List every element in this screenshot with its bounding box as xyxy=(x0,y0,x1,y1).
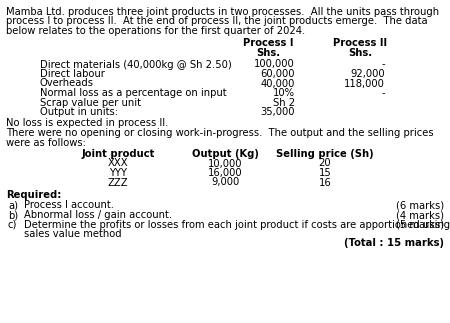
Text: (5 marks): (5 marks) xyxy=(396,220,444,230)
Text: c): c) xyxy=(8,220,18,230)
Text: YYY: YYY xyxy=(109,168,127,178)
Text: Sh 2: Sh 2 xyxy=(273,98,295,108)
Text: Overheads: Overheads xyxy=(40,78,94,89)
Text: b): b) xyxy=(8,210,18,220)
Text: (6 marks): (6 marks) xyxy=(396,201,444,211)
Text: a): a) xyxy=(8,201,18,211)
Text: sales value method: sales value method xyxy=(24,229,122,239)
Text: 20: 20 xyxy=(319,159,331,169)
Text: 35,000: 35,000 xyxy=(261,107,295,117)
Text: 10,000: 10,000 xyxy=(208,159,242,169)
Text: Direct materials (40,000kg @ Sh 2.50): Direct materials (40,000kg @ Sh 2.50) xyxy=(40,59,232,69)
Text: There were no opening or closing work-in-progress.  The output and the selling p: There were no opening or closing work-in… xyxy=(6,128,434,138)
Text: 118,000: 118,000 xyxy=(344,78,385,89)
Text: were as follows:: were as follows: xyxy=(6,138,86,148)
Text: ZZZ: ZZZ xyxy=(108,178,128,187)
Text: Determine the profits or losses from each joint product if costs are apportioned: Determine the profits or losses from eac… xyxy=(24,220,450,230)
Text: 10%: 10% xyxy=(273,88,295,98)
Text: 100,000: 100,000 xyxy=(254,59,295,69)
Text: 40,000: 40,000 xyxy=(261,78,295,89)
Text: Normal loss as a percentage on input: Normal loss as a percentage on input xyxy=(40,88,227,98)
Text: -: - xyxy=(382,88,385,98)
Text: Joint product: Joint product xyxy=(81,149,155,159)
Text: Process I account.: Process I account. xyxy=(24,201,114,211)
Text: Direct labour: Direct labour xyxy=(40,69,105,79)
Text: Process I: Process I xyxy=(243,38,293,48)
Text: process I to process II.  At the end of process II, the joint products emerge.  : process I to process II. At the end of p… xyxy=(6,16,428,26)
Text: Shs.: Shs. xyxy=(256,48,280,58)
Text: -: - xyxy=(382,59,385,69)
Text: 16,000: 16,000 xyxy=(208,168,242,178)
Text: Scrap value per unit: Scrap value per unit xyxy=(40,98,141,108)
Text: Process II: Process II xyxy=(333,38,387,48)
Text: 92,000: 92,000 xyxy=(351,69,385,79)
Text: Required:: Required: xyxy=(6,190,61,200)
Text: (Total : 15 marks): (Total : 15 marks) xyxy=(344,238,444,248)
Text: Abnormal loss / gain account.: Abnormal loss / gain account. xyxy=(24,210,172,220)
Text: 16: 16 xyxy=(319,178,331,187)
Text: Selling price (Sh): Selling price (Sh) xyxy=(276,149,374,159)
Text: Mamba Ltd. produces three joint products in two processes.  All the units pass t: Mamba Ltd. produces three joint products… xyxy=(6,7,439,17)
Text: 9,000: 9,000 xyxy=(211,178,239,187)
Text: 60,000: 60,000 xyxy=(261,69,295,79)
Text: Output in units:: Output in units: xyxy=(40,107,118,117)
Text: Output (Kg): Output (Kg) xyxy=(192,149,258,159)
Text: No loss is expected in process II.: No loss is expected in process II. xyxy=(6,119,168,129)
Text: XXX: XXX xyxy=(108,159,128,169)
Text: below relates to the operations for the first quarter of 2024.: below relates to the operations for the … xyxy=(6,26,305,36)
Text: (4 marks): (4 marks) xyxy=(396,210,444,220)
Text: 15: 15 xyxy=(319,168,331,178)
Text: Shs.: Shs. xyxy=(348,48,372,58)
